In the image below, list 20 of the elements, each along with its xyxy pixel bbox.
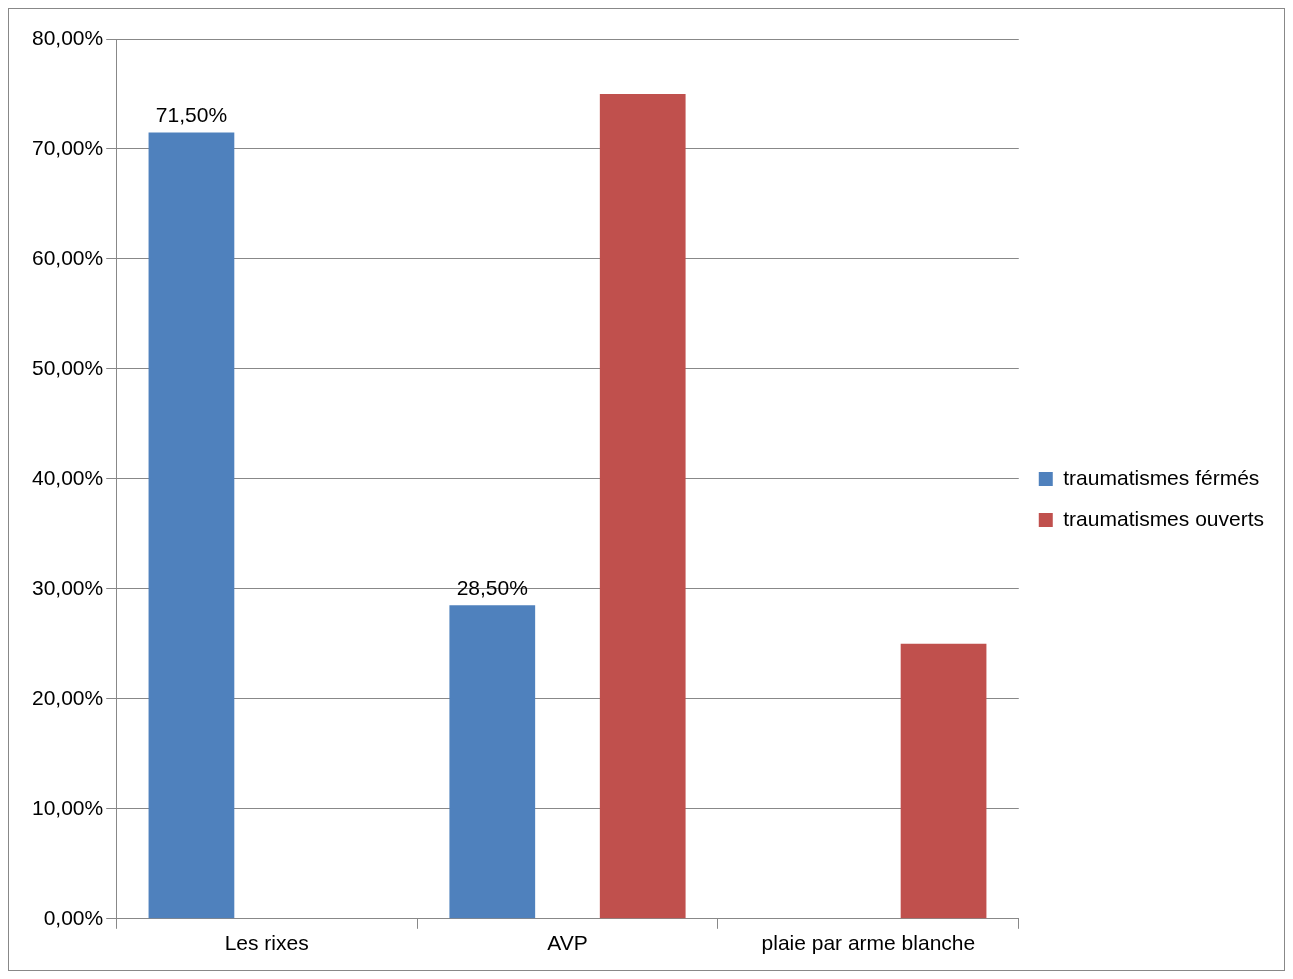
x-tick-label: plaie par arme blanche [761, 931, 976, 955]
y-tick-label: 40,00% [31, 465, 104, 489]
x-tick-label: Les rixes [224, 931, 309, 955]
y-tick-label: 20,00% [31, 685, 104, 709]
y-tick-label: 0,00% [43, 905, 104, 929]
bar [599, 93, 686, 919]
y-tick-label: 50,00% [31, 355, 104, 379]
bar [900, 643, 987, 919]
y-tick-label: 80,00% [31, 25, 104, 49]
bar [449, 605, 536, 919]
x-tick-label: AVP [547, 931, 588, 955]
legend-label: traumatismes ouverts [1063, 506, 1264, 530]
data-label: 28,50% [456, 575, 528, 599]
data-label: 71,50% [155, 102, 228, 126]
legend-label: traumatismes férmés [1063, 465, 1260, 489]
y-tick-label: 70,00% [31, 135, 104, 159]
y-tick-label: 30,00% [31, 575, 104, 599]
y-tick-label: 60,00% [31, 245, 104, 269]
y-tick-label: 10,00% [31, 795, 104, 819]
bar [148, 132, 235, 919]
